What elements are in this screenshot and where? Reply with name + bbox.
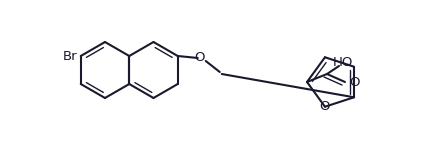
Text: O: O bbox=[320, 100, 330, 113]
Text: HO: HO bbox=[333, 55, 353, 68]
Text: Br: Br bbox=[63, 49, 78, 62]
Text: O: O bbox=[194, 51, 205, 64]
Text: O: O bbox=[349, 76, 359, 89]
